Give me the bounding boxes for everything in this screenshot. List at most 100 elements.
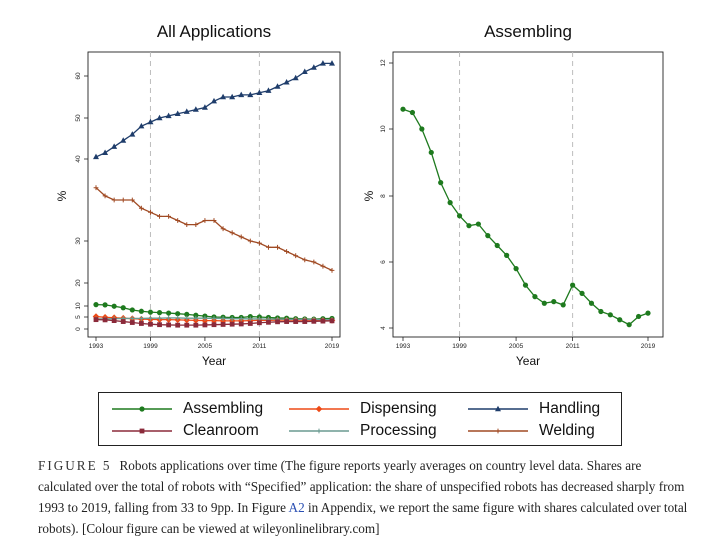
data-point-assembling: [438, 180, 444, 186]
figure-caption: FIGURE 5 Robots applications over time (T…: [38, 455, 688, 539]
data-point-cleanroom: [256, 320, 262, 326]
data-point-cleanroom: [148, 321, 153, 327]
data-point-cleanroom: [329, 318, 335, 324]
data-point-processing: [229, 316, 235, 322]
legend-marker-assembling: [139, 406, 145, 412]
data-point-processing: [166, 315, 172, 321]
data-point-handling: [120, 137, 127, 143]
y-tick-label: 50: [75, 114, 82, 122]
data-point-handling: [192, 106, 199, 112]
y-tick-label: 0: [75, 327, 82, 331]
chart-title: All Applications: [157, 22, 271, 41]
legend-label-cleanroom: Cleanroom: [183, 422, 259, 439]
legend-swatch-handling: [468, 405, 528, 412]
data-point-assembling: [175, 311, 181, 317]
y-tick-label: 60: [75, 72, 82, 80]
data-point-welding: [193, 222, 199, 227]
data-point-assembling: [504, 252, 510, 258]
data-point-welding: [311, 259, 317, 265]
data-point-handling: [265, 87, 272, 93]
legend-marker-dispensing: [315, 405, 323, 413]
x-tick-label: 2005: [509, 343, 524, 350]
y-tick-label: 6: [380, 260, 387, 264]
legend-item-handling: Handling: [467, 399, 600, 419]
data-point-cleanroom: [93, 317, 99, 323]
data-point-processing: [184, 315, 190, 321]
data-point-assembling: [541, 300, 547, 306]
y-tick-label: 30: [75, 237, 82, 245]
x-tick-label: 2005: [198, 343, 213, 350]
legend-item-processing: Processing: [288, 421, 437, 441]
data-point-processing: [211, 316, 217, 321]
data-point-cleanroom: [266, 319, 271, 325]
data-point-cleanroom: [111, 318, 117, 323]
data-point-cleanroom: [138, 321, 144, 326]
data-point-welding: [320, 263, 326, 269]
data-point-welding: [238, 234, 244, 240]
data-point-welding: [129, 197, 135, 203]
legend-label-handling: Handling: [539, 400, 601, 417]
data-point-handling: [319, 60, 326, 66]
legend-item-cleanroom: Cleanroom: [111, 421, 259, 441]
legend-item-assembling: Assembling: [111, 399, 263, 419]
data-point-assembling: [598, 308, 604, 315]
data-point-assembling: [494, 242, 500, 249]
data-point-processing: [220, 316, 226, 321]
y-tick-label: 20: [75, 279, 82, 287]
data-point-handling: [174, 110, 181, 116]
data-point-assembling: [626, 322, 632, 328]
x-tick-label: 2011: [566, 343, 580, 350]
data-point-cleanroom: [247, 321, 253, 326]
legend-swatch-welding: [468, 428, 528, 434]
data-point-cleanroom: [293, 319, 299, 324]
panel-all-applications: All Applications 1993 1999 2005 2011 2019 0 5 10…: [55, 22, 341, 368]
data-point-assembling: [522, 282, 529, 288]
data-point-assembling: [129, 307, 135, 313]
data-point-assembling: [93, 302, 99, 308]
data-point-welding: [111, 197, 117, 203]
legend-label-processing: Processing: [360, 422, 437, 439]
data-point-cleanroom: [129, 320, 135, 325]
data-point-assembling: [588, 300, 595, 306]
series-handling: [93, 60, 335, 160]
data-point-assembling: [570, 282, 576, 288]
data-point-assembling: [466, 223, 472, 229]
data-point-handling: [301, 68, 308, 74]
data-point-processing: [157, 315, 162, 321]
data-point-handling: [229, 93, 236, 100]
y-tick-label: 12: [380, 59, 387, 67]
data-point-handling: [256, 89, 263, 95]
x-tick-label: 1993: [396, 343, 411, 350]
data-point-welding: [102, 193, 108, 199]
data-point-handling: [220, 93, 227, 100]
data-point-handling: [111, 143, 118, 149]
data-point-handling: [274, 83, 281, 89]
legend-marker-processing: [316, 428, 322, 434]
data-point-cleanroom: [229, 321, 235, 327]
legend-label-assembling: Assembling: [183, 400, 264, 417]
data-point-assembling: [560, 302, 566, 308]
data-point-welding: [166, 214, 172, 219]
data-point-assembling: [513, 266, 519, 272]
data-point-assembling: [409, 109, 416, 116]
data-point-cleanroom: [157, 322, 162, 328]
data-point-processing: [175, 315, 181, 321]
data-point-assembling: [102, 302, 108, 308]
x-axis-label: Year: [202, 354, 226, 368]
data-point-welding: [229, 230, 235, 236]
data-point-welding: [120, 197, 126, 203]
data-point-cleanroom: [238, 321, 244, 327]
x-tick-label: 2019: [641, 343, 656, 350]
data-point-cleanroom: [211, 322, 217, 328]
data-point-welding: [175, 218, 181, 223]
data-point-handling: [147, 118, 154, 125]
data-point-handling: [238, 91, 245, 98]
appendix-figure-link[interactable]: A2: [288, 500, 305, 515]
data-point-welding: [157, 214, 162, 219]
data-point-cleanroom: [302, 319, 308, 324]
legend-swatch-cleanroom: [112, 428, 172, 434]
data-point-assembling: [456, 213, 463, 219]
data-point-welding: [266, 244, 271, 250]
data-point-assembling: [617, 317, 623, 323]
data-point-welding: [148, 209, 153, 215]
